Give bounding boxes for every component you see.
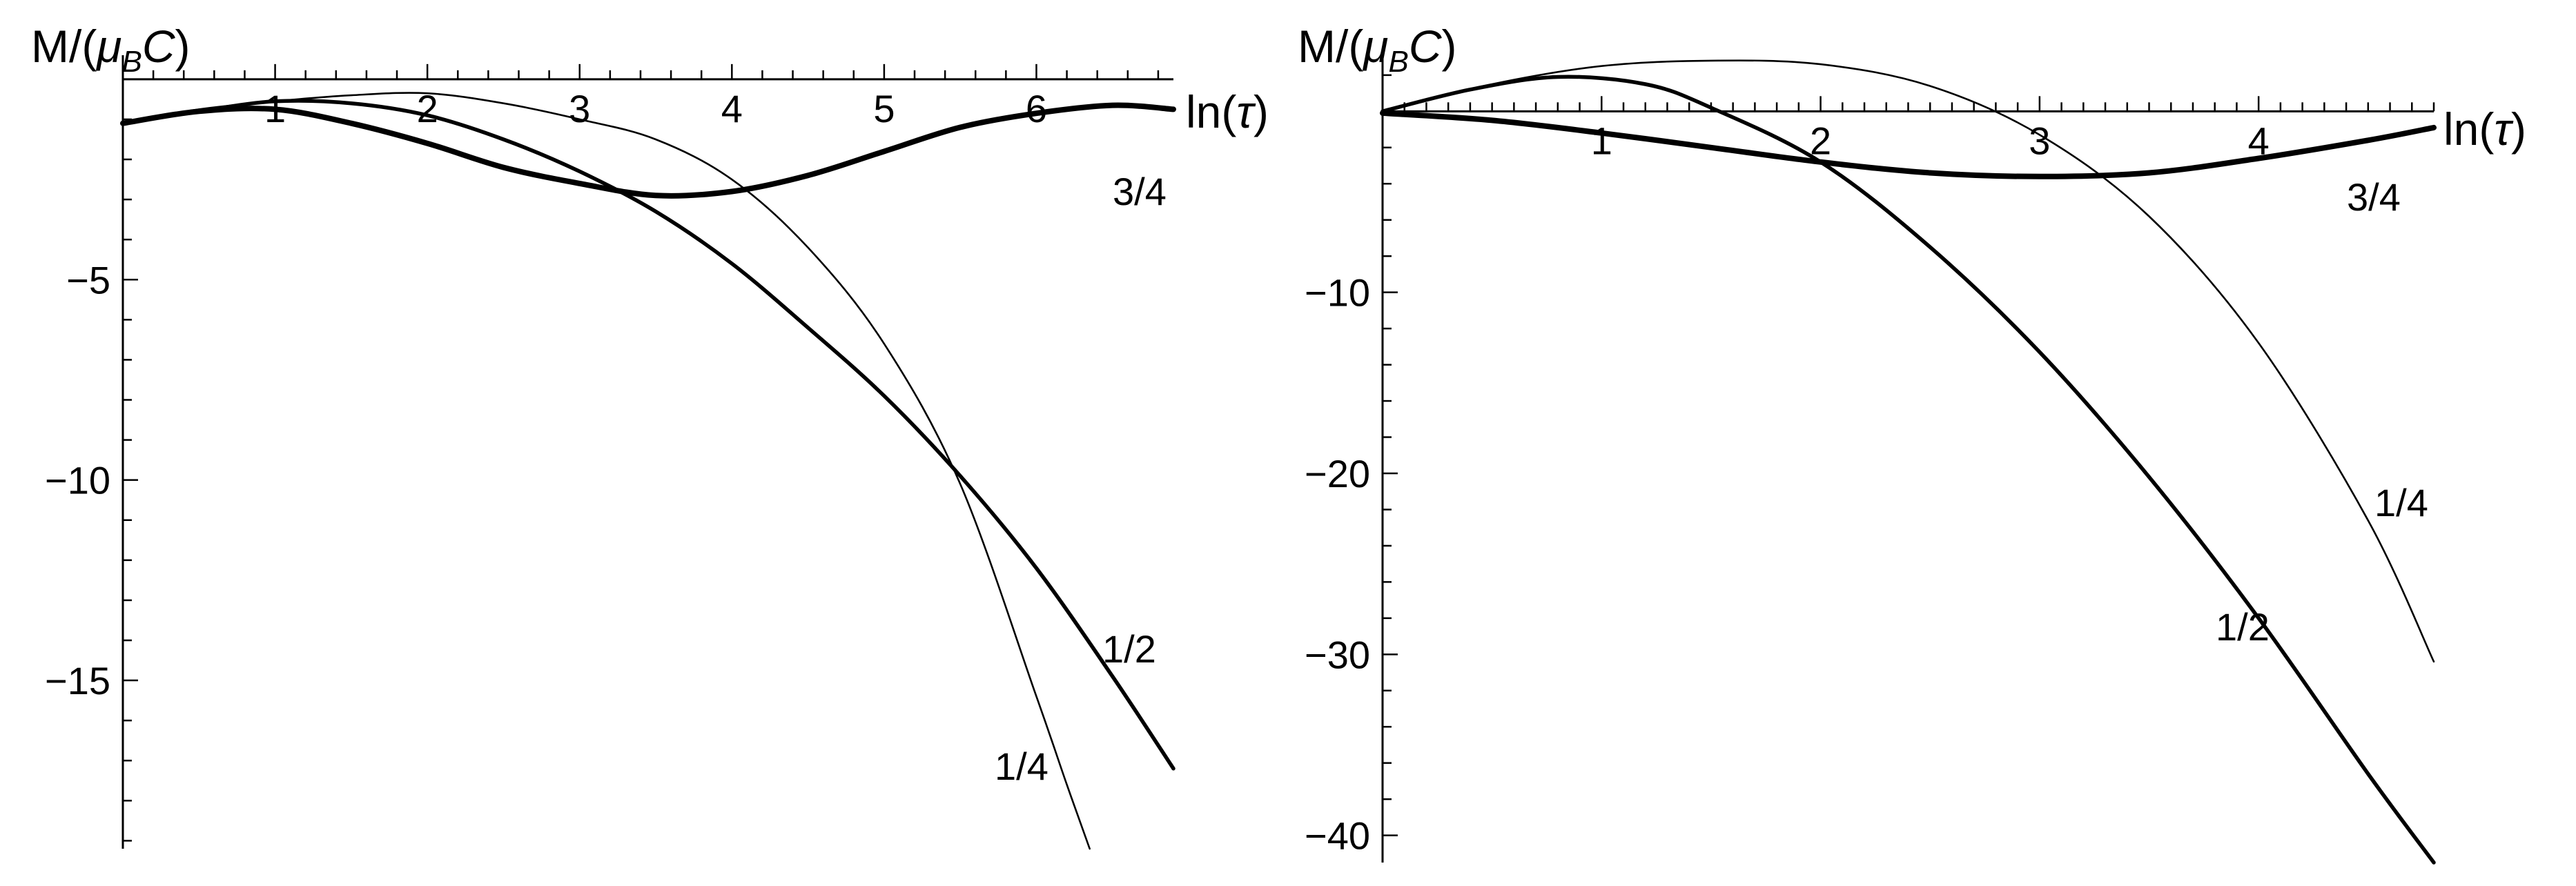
y-tick-label: −30 (1305, 633, 1370, 676)
x-axis-title: ln(τ) (1186, 86, 1269, 137)
x-tick-label: 4 (721, 87, 743, 130)
series-line-3-4 (120, 102, 1176, 199)
series-label-1-4: 1/4 (995, 745, 1048, 788)
x-tick-label: 6 (1026, 87, 1047, 130)
series-label-1-2: 1/2 (1102, 627, 1156, 671)
y-tick-label: −5 (66, 258, 110, 302)
series-line-1-2 (1380, 75, 2436, 865)
series-line-1-2 (121, 99, 1175, 771)
x-tick-label: 1 (1591, 119, 1612, 162)
y-tick-label: −15 (45, 659, 110, 702)
series-label-1-2: 1/2 (2216, 605, 2270, 649)
y-tick-label: −10 (45, 459, 110, 502)
x-axis-title: ln(τ) (2443, 104, 2526, 155)
series-line-1-4 (121, 92, 1091, 850)
series-label-1-4: 1/4 (2374, 481, 2428, 524)
y-axis-title: M/(μBC) (31, 21, 190, 79)
series-label-3-4: 3/4 (2347, 175, 2401, 219)
x-tick-label: 5 (873, 87, 895, 130)
series-line-3-4 (1380, 110, 2437, 179)
series-line-1-4 (1381, 59, 2435, 663)
x-tick-label: 3 (2029, 119, 2050, 162)
y-tick-label: −20 (1305, 452, 1370, 495)
series-label-3-4: 3/4 (1113, 170, 1167, 213)
x-tick-label: 2 (1810, 119, 1831, 162)
left-chart-panel: 1 2 3 4 5 6−5−10−15M/(μBC)ln(τ)3/41/21/4 (31, 21, 1269, 850)
y-axis-title: M/(μBC) (1298, 21, 1456, 79)
right-chart-panel: 1 2 3 4−10−20−30−40M/(μBC)ln(τ)3/41/21/4 (1298, 21, 2526, 865)
y-tick-label: −40 (1305, 814, 1370, 858)
y-tick-label: −10 (1305, 271, 1370, 315)
x-tick-label: 3 (569, 87, 590, 130)
